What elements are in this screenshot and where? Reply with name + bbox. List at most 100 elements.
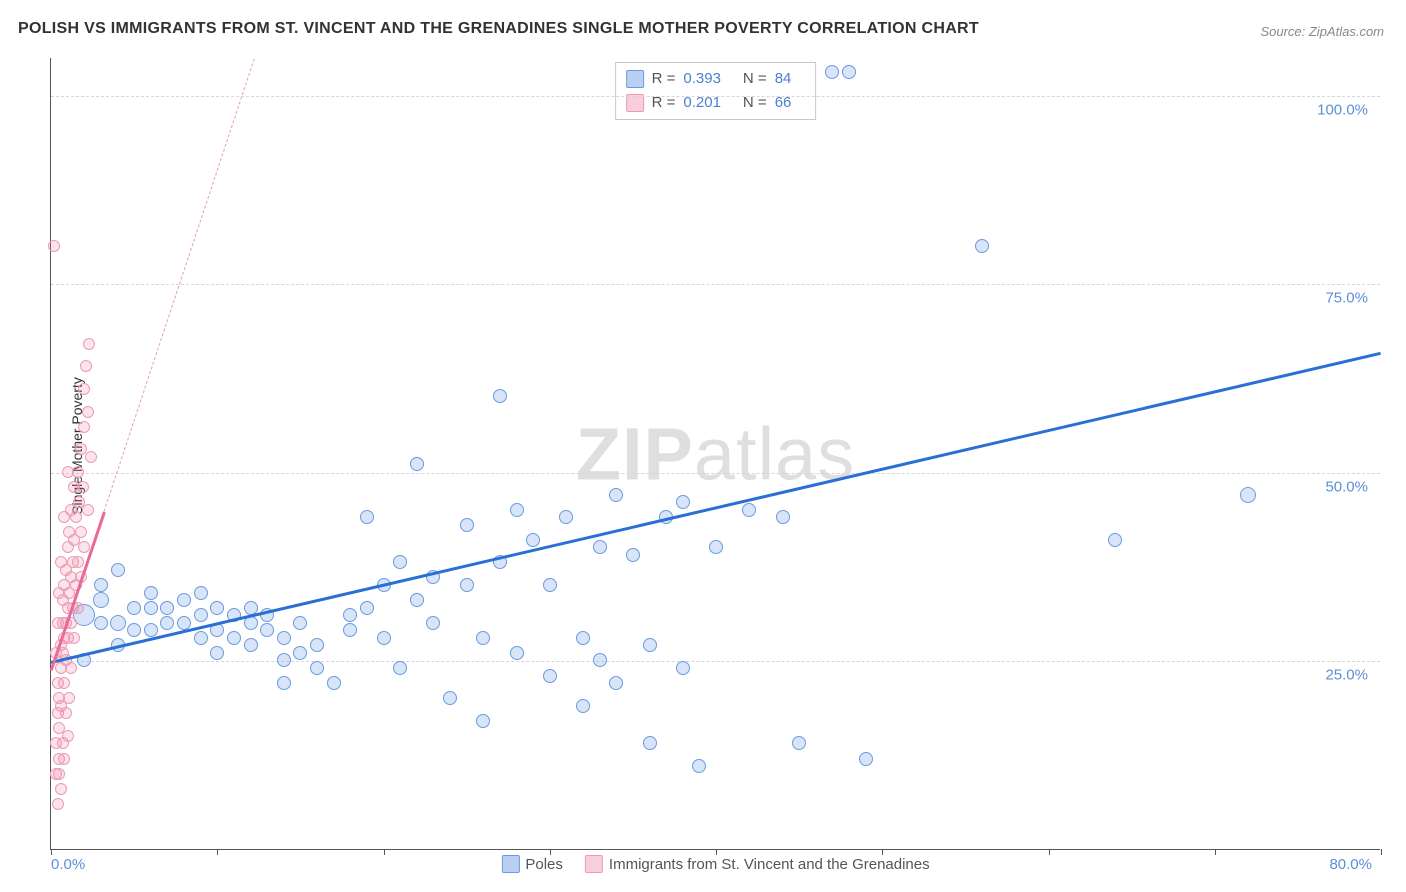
scatter-point (842, 65, 856, 79)
r-label: R = (652, 67, 676, 91)
scatter-point (53, 768, 65, 780)
scatter-point (543, 578, 557, 592)
scatter-point (244, 638, 258, 652)
scatter-point (127, 601, 141, 615)
scatter-point (593, 540, 607, 554)
scatter-point (493, 389, 507, 403)
scatter-point (742, 503, 756, 517)
scatter-point (77, 481, 89, 493)
legend-item-svg: Immigrants from St. Vincent and the Gren… (585, 855, 930, 873)
chart-title: POLISH VS IMMIGRANTS FROM ST. VINCENT AN… (18, 20, 979, 38)
scatter-point (576, 631, 590, 645)
scatter-point (260, 623, 274, 637)
scatter-point (626, 548, 640, 562)
stats-legend: R = 0.393 N = 84 R = 0.201 N = 66 (615, 62, 817, 120)
scatter-point (62, 466, 74, 478)
scatter-point (643, 736, 657, 750)
r-value-svg: 0.201 (683, 91, 721, 115)
scatter-point (559, 510, 573, 524)
bottom-legend: Poles Immigrants from St. Vincent and th… (501, 855, 929, 873)
scatter-point (52, 798, 64, 810)
scatter-point (68, 632, 80, 644)
scatter-point (460, 578, 474, 592)
xtick-label: 80.0% (1329, 856, 1372, 873)
stats-row-poles: R = 0.393 N = 84 (626, 67, 806, 91)
scatter-point (543, 669, 557, 683)
scatter-point (82, 504, 94, 516)
scatter-point (127, 623, 141, 637)
scatter-point (194, 631, 208, 645)
scatter-point (609, 488, 623, 502)
n-label: N = (743, 91, 767, 115)
scatter-point (360, 510, 374, 524)
scatter-point (177, 616, 191, 630)
scatter-point (343, 608, 357, 622)
watermark-zip: ZIP (576, 412, 694, 495)
scatter-point (55, 556, 67, 568)
scatter-point (343, 623, 357, 637)
scatter-point (859, 752, 873, 766)
scatter-point (277, 631, 291, 645)
n-label: N = (743, 67, 767, 91)
scatter-point (80, 360, 92, 372)
scatter-point (78, 383, 90, 395)
gridline (51, 284, 1380, 285)
xtick (384, 849, 385, 855)
scatter-point (177, 593, 191, 607)
xtick (1215, 849, 1216, 855)
watermark-atlas: atlas (694, 412, 855, 495)
ytick-label: 50.0% (1325, 478, 1368, 495)
scatter-point (360, 601, 374, 615)
scatter-point (83, 338, 95, 350)
swatch-icon (585, 855, 603, 873)
r-label: R = (652, 91, 676, 115)
scatter-point (975, 239, 989, 253)
plot-area: ZIPatlas R = 0.393 N = 84 R = 0.201 N = … (50, 58, 1380, 850)
scatter-point (443, 691, 457, 705)
scatter-point (377, 631, 391, 645)
scatter-point (510, 503, 524, 517)
scatter-point (94, 616, 108, 630)
scatter-point (709, 540, 723, 554)
scatter-point (70, 511, 82, 523)
scatter-point (426, 616, 440, 630)
gridline (51, 661, 1380, 662)
scatter-point (160, 616, 174, 630)
scatter-point (576, 699, 590, 713)
scatter-point (94, 578, 108, 592)
ytick-label: 25.0% (1325, 667, 1368, 684)
swatch-icon (501, 855, 519, 873)
scatter-point (410, 593, 424, 607)
ytick-label: 100.0% (1317, 101, 1368, 118)
n-value-svg: 66 (775, 91, 792, 115)
scatter-point (1240, 487, 1256, 503)
gridline (51, 96, 1380, 97)
scatter-point (144, 586, 158, 600)
legend-label: Poles (525, 856, 563, 873)
scatter-point (609, 676, 623, 690)
scatter-point (110, 615, 126, 631)
scatter-point (82, 406, 94, 418)
scatter-point (692, 759, 706, 773)
scatter-point (410, 457, 424, 471)
ytick-label: 75.0% (1325, 290, 1368, 307)
scatter-point (144, 601, 158, 615)
scatter-point (643, 638, 657, 652)
xtick (550, 849, 551, 855)
xtick-label: 0.0% (51, 856, 85, 873)
scatter-point (310, 638, 324, 652)
scatter-point (327, 676, 341, 690)
scatter-point (53, 587, 65, 599)
xtick (716, 849, 717, 855)
scatter-point (93, 592, 109, 608)
scatter-point (293, 616, 307, 630)
scatter-point (277, 676, 291, 690)
xtick (217, 849, 218, 855)
xtick (1049, 849, 1050, 855)
scatter-point (310, 661, 324, 675)
legend-label: Immigrants from St. Vincent and the Gren… (609, 856, 930, 873)
scatter-point (510, 646, 524, 660)
scatter-point (65, 662, 77, 674)
r-value-poles: 0.393 (683, 67, 721, 91)
scatter-point (48, 240, 60, 252)
